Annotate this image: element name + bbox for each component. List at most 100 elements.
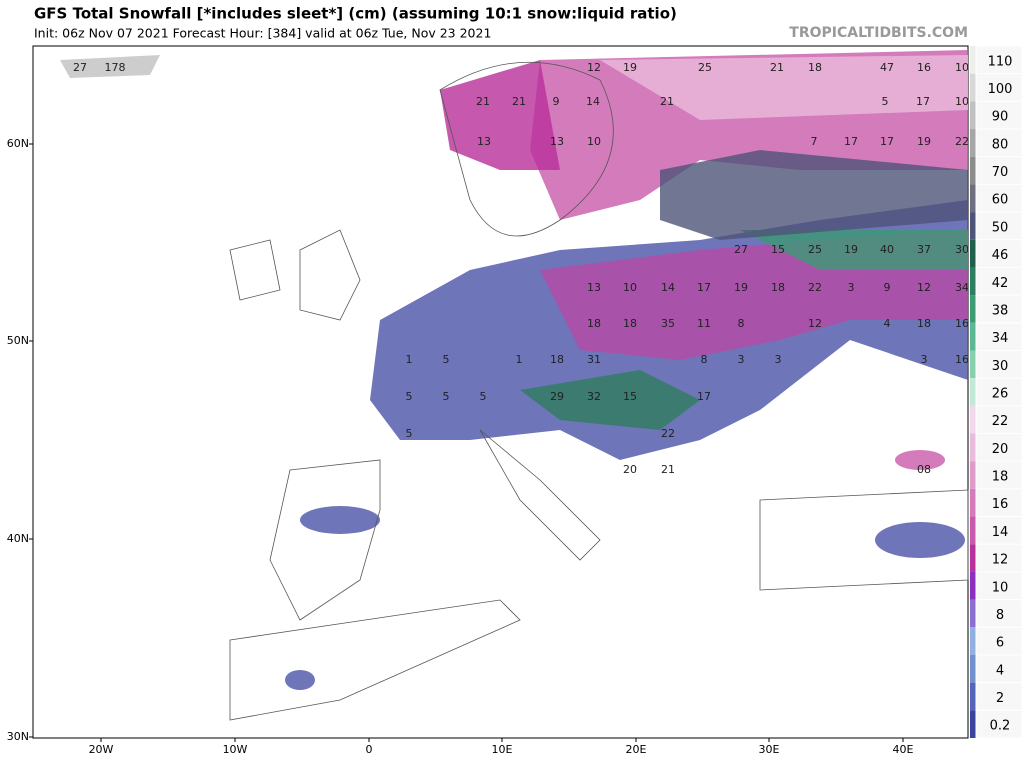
map-label: 13	[587, 281, 601, 294]
colorbar-label: 22	[992, 414, 1009, 429]
map-label: 19	[917, 135, 931, 148]
colorbar-label: 38	[992, 303, 1009, 318]
map-label: 10	[587, 135, 601, 148]
map-label: 14	[661, 281, 675, 294]
colorbar-swatch	[970, 599, 976, 628]
colorbar-swatch	[970, 212, 976, 240]
map-label: 17	[697, 390, 711, 403]
map-label: 18	[808, 61, 822, 74]
map-label: 25	[808, 243, 822, 256]
colorbar-label: 70	[992, 165, 1009, 180]
colorbar-cell	[975, 433, 1023, 462]
lon-label: 30E	[759, 743, 780, 756]
colorbar-label: 6	[996, 636, 1004, 651]
map-label: 15	[771, 243, 785, 256]
lon-label: 40E	[893, 743, 914, 756]
map-label: 47	[880, 61, 894, 74]
map-label: 178	[105, 61, 126, 74]
colorbar-swatch	[970, 433, 976, 462]
colorbar-cell	[975, 682, 1023, 711]
map-label: 19	[623, 61, 637, 74]
colorbar-swatch	[970, 405, 976, 434]
map-label: 12	[917, 281, 931, 294]
lon-label: 0	[366, 743, 373, 756]
colorbar-swatch	[970, 101, 976, 130]
snow-fields	[60, 50, 968, 690]
map-label: 22	[808, 281, 822, 294]
colorbar-label: 2	[996, 691, 1004, 706]
map-label: 12	[808, 317, 822, 330]
map-label: 1	[406, 353, 413, 366]
map-label: 8	[701, 353, 708, 366]
map-label: 21	[660, 95, 674, 108]
map-label: 5	[443, 353, 450, 366]
coastlines	[229, 61, 969, 721]
map-label: 3	[848, 281, 855, 294]
colorbar-swatch	[970, 73, 976, 102]
map-label: 37	[917, 243, 931, 256]
colorbar-swatch	[970, 129, 976, 157]
colorbar-swatch	[970, 461, 976, 489]
colorbar-cell	[975, 211, 1023, 241]
colorbar-swatch	[970, 544, 976, 572]
colorbar-label: 12	[992, 553, 1009, 568]
colorbar-swatch	[970, 516, 976, 545]
colorbar-swatch	[970, 239, 976, 268]
colorbar-label: 34	[992, 331, 1009, 346]
colorbar-swatch	[970, 488, 976, 517]
colorbar-swatch	[970, 156, 976, 185]
map-label: 12	[587, 61, 601, 74]
map-label: 14	[586, 95, 600, 108]
map-label: 11	[697, 317, 711, 330]
colorbar-cell	[975, 322, 1023, 351]
lon-label: 10W	[223, 743, 248, 756]
map-label: 27	[73, 61, 87, 74]
map-label: 29	[550, 390, 564, 403]
colorbar-cell	[975, 266, 1023, 296]
colorbar-label: 8	[996, 608, 1004, 623]
map-label: 5	[882, 95, 889, 108]
colorbar-swatch	[970, 184, 976, 213]
colorbar-swatch	[970, 267, 976, 296]
colorbar-cell	[975, 294, 1023, 324]
map-label: 10	[955, 61, 969, 74]
map-label: 13	[550, 135, 564, 148]
lat-label: 60N	[7, 137, 29, 150]
colorbar-swatch	[970, 571, 976, 600]
map-label: 10	[623, 281, 637, 294]
colorbar-label: 50	[992, 220, 1009, 235]
map-label: 5	[406, 427, 413, 440]
lon-label: 10E	[492, 743, 513, 756]
colorbar-label: 16	[992, 497, 1009, 512]
map-label: 7	[811, 135, 818, 148]
watermark: TROPICALTIDBITS.COM	[789, 25, 968, 41]
colorbar-cell	[975, 100, 1023, 130]
lat-label: 30N	[7, 730, 29, 743]
colorbar-label: 10	[992, 580, 1009, 595]
colorbar-label: 46	[992, 248, 1009, 263]
map-label: 25	[698, 61, 712, 74]
map-label: 22	[955, 135, 969, 148]
colorbar-label: 20	[992, 442, 1009, 457]
map-label: 1	[516, 353, 523, 366]
title: GFS Total Snowfall [*includes sleet*] (c…	[34, 5, 677, 23]
map-label: 30	[955, 243, 969, 256]
map-label: 40	[880, 243, 894, 256]
colorbar-cell	[975, 709, 1023, 739]
map-label: 10	[955, 95, 969, 108]
map-label: 4	[884, 317, 891, 330]
map-label: 17	[880, 135, 894, 148]
map-label: 5	[480, 390, 487, 403]
colorbar-cell	[975, 516, 1023, 545]
colorbar-label: 42	[992, 276, 1009, 291]
colorbar-label: 14	[992, 525, 1009, 540]
colorbar-swatch	[970, 46, 976, 74]
colorbar-cell	[975, 377, 1023, 407]
colorbar-label: 30	[992, 359, 1009, 374]
map-label: 18	[587, 317, 601, 330]
colorbar-swatch	[970, 350, 976, 379]
colorbar-swatch	[970, 627, 976, 655]
map-label: 31	[587, 353, 601, 366]
map-label: 13	[477, 135, 491, 148]
